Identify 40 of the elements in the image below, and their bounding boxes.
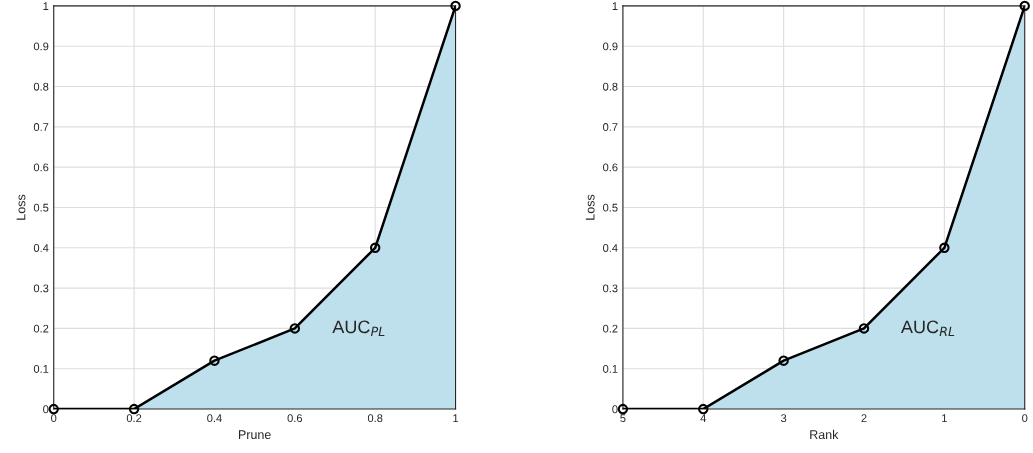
y-tick-label: 0.8 (603, 82, 618, 91)
y-tick-label: 1 (43, 2, 49, 10)
x-tick-label: 0 (51, 414, 57, 423)
y-tick-label: 0.5 (603, 203, 618, 212)
x-tick-label: 1 (453, 414, 459, 422)
x-tick-label: 0.8 (367, 414, 383, 423)
x-tick-label: 4 (700, 414, 707, 422)
y-tick-label: 0.2 (603, 324, 618, 333)
y-tick-label: 0.3 (33, 284, 49, 293)
y-tick-label: 0.1 (603, 365, 618, 373)
y-tick-label: 0 (43, 405, 49, 414)
x-tick-label: 3 (780, 414, 787, 423)
y-tick-label: 1 (612, 2, 618, 10)
y-axis-title: Loss (585, 194, 595, 220)
x-tick-label: 5 (620, 414, 626, 423)
annotation: AUC$_{RL}$ (900, 320, 955, 337)
y-tick-label: 0.1 (33, 365, 49, 373)
x-axis-title: Prune (238, 430, 271, 440)
y-tick-label: 0.4 (33, 244, 49, 252)
y-tick-label: 0.7 (603, 123, 618, 131)
x-tick-label: 0.6 (287, 414, 303, 423)
y-tick-label: 0.7 (33, 123, 49, 131)
x-tick-label: 0.4 (207, 414, 222, 423)
y-tick-label: 0.5 (33, 203, 49, 212)
y-tick-label: 0.6 (33, 163, 49, 172)
y-axis-title: Loss (16, 194, 26, 220)
x-tick-label: 0 (1022, 414, 1028, 423)
y-tick-label: 0.3 (603, 284, 618, 293)
x-tick-label: 0.2 (126, 414, 142, 423)
y-tick-label: 0.4 (603, 244, 618, 252)
y-tick-label: 0 (612, 405, 618, 414)
x-tick-label: 2 (861, 414, 867, 422)
x-axis-title: Rank (810, 429, 839, 440)
annotation: AUC$_{PL}$ (332, 320, 385, 337)
y-tick-label: 0.6 (603, 163, 618, 172)
y-tick-label: 0.8 (33, 82, 49, 91)
y-tick-label: 0.2 (33, 324, 49, 333)
x-tick-label: 1 (942, 414, 947, 422)
y-tick-label: 0.9 (603, 42, 618, 51)
y-tick-label: 0.9 (33, 42, 49, 51)
